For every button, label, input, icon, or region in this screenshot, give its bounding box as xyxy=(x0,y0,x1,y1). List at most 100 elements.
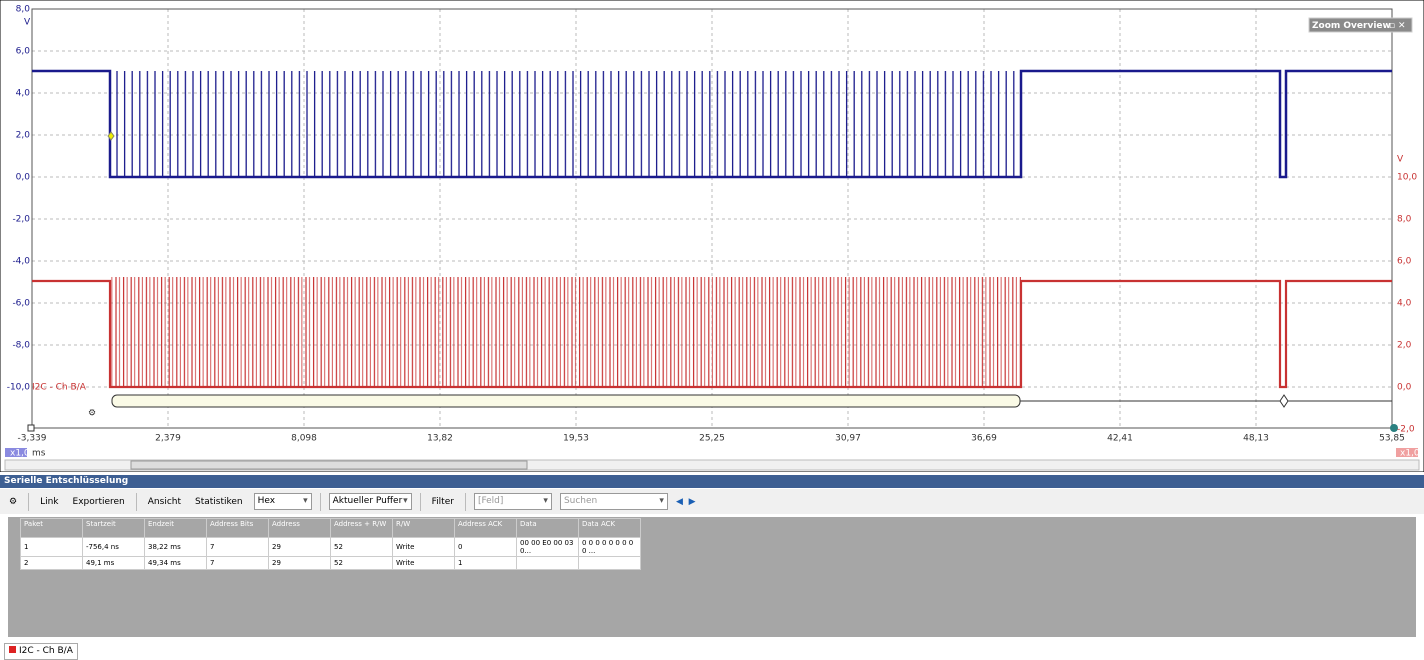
format-select[interactable]: Hex xyxy=(253,493,312,510)
table-cell xyxy=(516,556,579,570)
link-button[interactable]: Link xyxy=(40,496,59,507)
field-select[interactable]: [Feld] xyxy=(473,493,552,510)
right-tick-label: 10,0 xyxy=(1397,173,1417,183)
channel-a-trace xyxy=(32,69,1392,179)
zoom-overview-title: Zoom Overview xyxy=(1312,21,1391,31)
table-cell: 49,34 ms xyxy=(144,556,207,570)
table-cell: 29 xyxy=(268,556,331,570)
column-header[interactable]: Address Bits xyxy=(206,518,269,538)
left-scale-box xyxy=(5,448,27,457)
toolbar: ⚙ Link Exportieren Ansicht Statistiken H… xyxy=(0,489,1424,514)
channel-a-trace xyxy=(110,71,1021,177)
zoom-overview-buttons[interactable]: ▫ ✕ xyxy=(1389,21,1406,31)
table-cell: 38,22 ms xyxy=(144,537,207,557)
table-cell: 49,1 ms xyxy=(82,556,145,570)
left-tick-label: -2,0 xyxy=(12,215,30,225)
table-cell: 52 xyxy=(330,537,393,557)
table-cell xyxy=(578,556,641,570)
x-tick-label: 13,82 xyxy=(427,434,453,444)
column-header[interactable]: Endzeit xyxy=(144,518,207,538)
right-scale: x1,0 xyxy=(1400,449,1420,459)
table-row: 2 49,1 ms 49,34 ms 7 29 52 Write 1 xyxy=(20,556,641,570)
right-tick-label: -2,0 xyxy=(1397,425,1415,435)
x-unit: ms xyxy=(32,449,46,459)
panel-title: Serielle Entschlüsselung xyxy=(0,475,1424,488)
left-tick-label: -6,0 xyxy=(12,299,30,309)
x-tick-label: 48,13 xyxy=(1243,434,1269,444)
left-scale: x1,0 xyxy=(10,449,30,459)
x-tick-label: 25,25 xyxy=(699,434,725,444)
table-cell: 52 xyxy=(330,556,393,570)
left-tick-label: -10,0 xyxy=(7,383,31,393)
right-unit: V xyxy=(1397,155,1404,165)
column-header[interactable]: R/W xyxy=(392,518,455,538)
decoder-settings[interactable]: ⚙ xyxy=(88,409,96,419)
right-tick-label: 6,0 xyxy=(1397,257,1412,267)
column-header[interactable]: Address ACK xyxy=(454,518,517,538)
ruler-handle[interactable] xyxy=(27,424,35,432)
view-button[interactable]: Ansicht xyxy=(147,496,181,507)
x-tick-label: 42,41 xyxy=(1107,434,1133,444)
zoom-overview[interactable] xyxy=(1308,17,1413,33)
table-row: 1 -756,4 ns 38,22 ms 7 29 52 Write 0 00 00 E0 00… xyxy=(20,537,641,557)
buffer-select[interactable]: Aktueller Puffer xyxy=(328,493,412,510)
ruler-handle[interactable] xyxy=(1390,424,1398,432)
table-cell: 0 0 0 0 0 0 0 0 0 ... xyxy=(578,537,641,557)
plot-frame xyxy=(31,8,1393,429)
search-nav[interactable]: ◀ ▶ xyxy=(675,496,696,507)
left-tick-label: -8,0 xyxy=(12,341,30,351)
table-cell: 00 00 E0 00 03 0... xyxy=(516,537,579,557)
right-tick-label: 0,0 xyxy=(1397,383,1412,393)
decoder-label[interactable]: I2C - Ch B/A xyxy=(32,383,87,393)
left-unit: V xyxy=(24,18,31,28)
filter-button[interactable]: Filter xyxy=(431,496,454,507)
right-scale-box xyxy=(1396,448,1418,457)
column-header[interactable]: Startzeit xyxy=(82,518,145,538)
right-tick-label: 2,0 xyxy=(1397,341,1412,351)
column-header[interactable]: Data ACK xyxy=(578,518,641,538)
trigger-marker xyxy=(107,131,115,141)
channel-b-trace xyxy=(32,279,1392,389)
x-tick-label: 8,098 xyxy=(291,434,317,444)
left-tick-label: -4,0 xyxy=(12,257,30,267)
x-tick-label: 36,69 xyxy=(971,434,997,444)
settings-button[interactable]: ⚙ xyxy=(9,496,18,507)
decode-packet xyxy=(1279,394,1289,408)
decoder-tab[interactable]: I2C - Ch B/A xyxy=(4,643,78,660)
table-cell: Write xyxy=(392,537,455,557)
table-cell: Write xyxy=(392,556,455,570)
left-tick-label: 8,0 xyxy=(16,5,31,15)
left-tick-label: 6,0 xyxy=(16,47,31,57)
left-tick-label: 2,0 xyxy=(16,131,31,141)
decode-bar xyxy=(111,394,1021,408)
right-tick-label: 8,0 xyxy=(1397,215,1412,225)
table-cell: 1 xyxy=(454,556,517,570)
left-tick-label: 0,0 xyxy=(16,173,31,183)
scope-view: I2C - Ch B/A ⚙ Zoom Overview ▫ ✕ x1,0 x1… xyxy=(0,0,1424,472)
export-button[interactable]: Exportieren xyxy=(72,496,125,507)
table-cell: 7 xyxy=(206,537,269,557)
scrollbar-thumb[interactable] xyxy=(130,460,528,470)
right-tick-label: 4,0 xyxy=(1397,299,1412,309)
table-cell: 7 xyxy=(206,556,269,570)
table-cell: 2 xyxy=(20,556,83,570)
channel-b-trace xyxy=(110,277,1021,387)
table-cell: -756,4 ns xyxy=(82,537,145,557)
packet-table: Paket Startzeit Endzeit Address Bits Address… xyxy=(20,518,641,570)
search-input[interactable]: Suchen xyxy=(559,493,668,510)
column-header[interactable]: Address + R/W xyxy=(330,518,393,538)
table-cell: 0 xyxy=(454,537,517,557)
x-tick-label: 53,85 xyxy=(1379,434,1405,444)
x-tick-label: 30,97 xyxy=(835,434,861,444)
x-tick-label: -3,339 xyxy=(17,434,46,444)
column-header[interactable]: Paket xyxy=(20,518,83,538)
table-area: Paket Startzeit Endzeit Address Bits Address… xyxy=(8,517,1416,637)
x-tick-label: 2,379 xyxy=(155,434,181,444)
column-header[interactable]: Address xyxy=(268,518,331,538)
left-tick-label: 4,0 xyxy=(16,89,31,99)
column-header[interactable]: Data xyxy=(516,518,579,538)
x-tick-label: 19,53 xyxy=(563,434,589,444)
scrollbar[interactable] xyxy=(4,459,1420,471)
stats-button[interactable]: Statistiken xyxy=(195,496,243,507)
